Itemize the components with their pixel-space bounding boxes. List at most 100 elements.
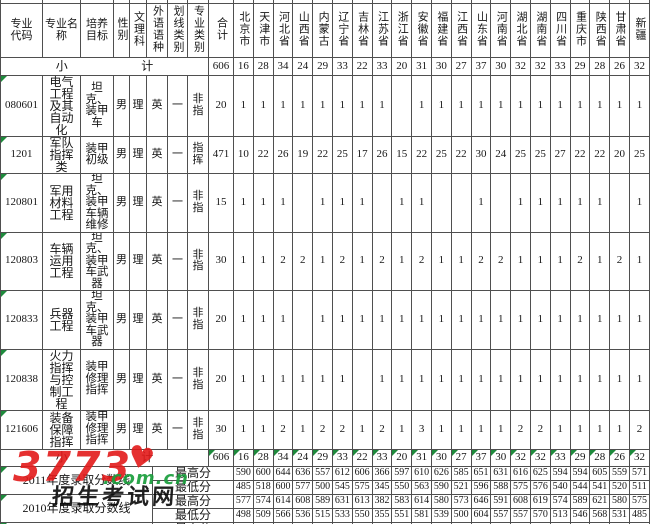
subtotal-label-char: 计 [141,59,154,74]
province-quota [450,173,472,233]
major-category: 非指 [187,348,209,411]
major-total: 15 [208,173,234,233]
min-score-value: 355 [371,507,393,523]
min-score-value: 540 [549,479,571,495]
min-score-value: 551 [391,507,413,523]
province-quota: 1 [549,409,571,450]
header-total: 合计 [208,3,234,58]
header-province: 陕西省 [589,3,611,58]
province-quota: 1 [450,231,472,291]
province-quota: 25 [628,136,650,174]
major-category: 非指 [187,290,209,350]
header-province-label: 江西省 [455,10,468,47]
major-language: 英 [146,231,168,291]
max-score-value: 382 [371,493,393,509]
province-quota [292,290,314,350]
header-province: 北京市 [233,3,254,58]
province-quota: 1 [391,173,413,233]
province-quota: 1 [490,290,512,350]
province-quota: 1 [510,348,531,411]
subtotal-province-value: 32 [628,57,650,76]
header-province: 辽宁省 [331,3,353,58]
province-quota: 1 [529,173,551,233]
province-quota: 1 [391,409,413,450]
min-score-value: 566 [272,507,294,523]
min-score-value: 550 [351,507,373,523]
province-quota: 25 [331,136,353,174]
province-quota: 19 [292,136,314,174]
province-quota: 1 [510,231,531,291]
province-quota: 1 [233,173,254,233]
province-quota: 1 [411,173,432,233]
province-quota: 1 [628,290,650,350]
min-score-value: 596 [470,479,492,495]
major-line-type: 一 [167,348,188,411]
major-target: 坦克、装甲车武器 [80,231,114,291]
max-score-value: 559 [609,465,630,481]
major-track: 理 [129,290,147,350]
province-quota: 2 [490,231,512,291]
province-quota: 1 [628,173,650,233]
header-province-label: 重庆市 [574,10,587,47]
province-quota: 1 [351,409,373,450]
major-name: 车辆运用工程 [42,231,81,291]
header-province: 河北省 [272,3,294,58]
min-score-value: 531 [609,507,630,523]
max-score-value: 557 [312,465,333,481]
header-major-name-label: 专业名称 [44,17,78,42]
province-quota: 1 [549,348,571,411]
header-language-label: 外语语种 [151,4,164,53]
province-quota: 1 [569,75,591,137]
subtotal-province-value: 29 [569,448,591,467]
province-quota: 1 [331,348,353,411]
province-quota: 1 [470,173,492,233]
min-score-value: 485 [628,507,650,523]
subtotal-province-value: 33 [549,57,571,76]
province-quota: 2 [331,231,353,291]
province-quota: 1 [391,231,413,291]
header-province: 重庆市 [569,3,591,58]
major-total: 20 [208,290,234,350]
min-score-value: 521 [450,479,472,495]
min-score-value: 550 [391,479,413,495]
header-major-type-label: 专业类别 [192,4,205,53]
province-quota: 2 [411,231,432,291]
major-language: 英 [146,409,168,450]
province-quota: 1 [272,173,294,233]
max-score-value: 608 [292,493,314,509]
major-total: 471 [208,136,234,174]
province-quota: 2 [569,231,591,291]
province-quota: 1 [470,409,492,450]
subtotal-province-value: 24 [292,448,314,467]
max-score-value: 605 [589,465,611,481]
subtotal-province-value: 27 [450,448,472,467]
header-province: 湖南省 [529,3,551,58]
province-quota: 1 [411,290,432,350]
major-target: 坦克、装甲车辆维修 [80,173,114,233]
major-total: 20 [208,348,234,411]
province-quota: 1 [609,409,630,450]
major-name: 火力指挥与控制工程 [42,348,81,411]
subtotal-province-value: 27 [450,57,472,76]
subtotal-province-value: 33 [371,57,393,76]
province-quota: 1 [529,75,551,137]
province-quota: 27 [549,136,571,174]
province-quota: 1 [609,75,630,137]
subtotal-province-value: 22 [351,448,373,467]
major-gender: 男 [113,348,130,411]
max-score-value: 651 [470,465,492,481]
min-score-value: 520 [609,479,630,495]
major-gender: 男 [113,75,130,137]
min-score-value: 345 [371,479,393,495]
province-quota: 1 [609,290,630,350]
province-quota: 1 [351,290,373,350]
major-category: 非指 [187,75,209,137]
province-quota: 1 [490,75,512,137]
header-line-type-label: 划线类别 [172,4,184,53]
major-code: 1201 [0,136,43,174]
subtotal-province-value: 34 [272,448,294,467]
province-quota: 1 [589,75,611,137]
subtotal-province-value: 32 [529,57,551,76]
province-quota: 30 [470,136,492,174]
min-score-value: 511 [628,479,650,495]
